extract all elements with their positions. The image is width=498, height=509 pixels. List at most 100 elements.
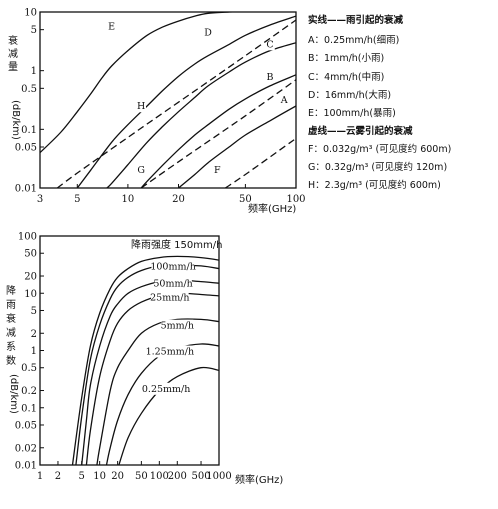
series-label-bg <box>141 382 191 395</box>
y-tick-label: 100 <box>18 232 37 243</box>
series-line-f <box>225 137 296 188</box>
series-label-bg <box>161 319 194 332</box>
x-tick-label: 20 <box>111 471 124 482</box>
x-tick-label: 100 <box>286 194 305 205</box>
chart-1-x-axis-label: 频率(GHz) <box>248 202 296 215</box>
series-label: 50mm/h <box>153 279 192 290</box>
y-tick-label: 5 <box>31 25 37 36</box>
series-line-b <box>140 74 296 188</box>
x-tick-label: 200 <box>168 471 187 482</box>
series-label-bg <box>136 164 147 177</box>
chart-2-rain-intensity-title: 降雨强度 150mm/h <box>131 238 222 251</box>
y-tick-label: 0.1 <box>21 125 37 136</box>
x-tick-label: 1000 <box>206 471 231 482</box>
x-tick-label: 50 <box>135 471 148 482</box>
series-label: A <box>280 95 288 106</box>
series-line-e <box>40 12 238 154</box>
y-tick-label: 20 <box>24 272 37 283</box>
y-tick-label: 0.05 <box>15 420 37 431</box>
y-tick-label: 10 <box>24 289 37 300</box>
y-tick-label: 0.01 <box>15 184 37 195</box>
series-label-bg <box>106 20 117 33</box>
series-line-0-25mmh <box>118 366 219 465</box>
chart-2-x-axis-label: 频率(GHz) <box>235 473 283 486</box>
series-line-h <box>56 19 296 188</box>
series-label-bg <box>154 277 192 290</box>
series-label: 0.25mm/h <box>142 384 191 395</box>
x-tick-label: 10 <box>122 194 135 205</box>
y-tick-label: 50 <box>24 249 37 260</box>
legend-entry-f: F：0.032g/m³ (可见度约 600m) <box>308 143 451 155</box>
x-tick-label: 2 <box>55 471 61 482</box>
x-tick-label: 100 <box>150 471 169 482</box>
series-label: 25mm/h <box>150 292 189 303</box>
chart-1-frame <box>39 11 297 189</box>
series-line-d <box>76 15 296 188</box>
series-label-bg <box>212 164 223 177</box>
x-tick-label: 50 <box>239 194 252 205</box>
series-label: 5mm/h <box>161 321 194 332</box>
x-tick-label: 5 <box>74 194 80 205</box>
series-label: H <box>137 101 145 112</box>
chart-1-y-axis-label: 衰减量 <box>8 34 18 73</box>
y-tick-label: 0.1 <box>21 403 37 414</box>
x-tick-label: 5 <box>79 471 85 482</box>
legend-entry-a: A：0.25mm/h(细雨) <box>308 34 399 46</box>
series-label-bg <box>279 94 289 107</box>
legend-entry-g: G：0.32g/m³ (可见度约 120m) <box>308 161 447 173</box>
x-tick-label: 20 <box>172 194 185 205</box>
series-label: E <box>108 22 115 33</box>
series-line-a <box>178 105 296 188</box>
legend-entry-d: D：16mm/h(大雨) <box>308 89 391 101</box>
y-tick-label: 5 <box>31 306 37 317</box>
y-tick-label: 0.02 <box>15 443 37 454</box>
series-label-bg <box>145 345 195 358</box>
x-tick-label: 10 <box>93 471 106 482</box>
chart-1-y-axis-unit: (dB/km) <box>10 100 21 140</box>
x-tick-label: 3 <box>37 194 43 205</box>
legend-entry-e: E：100mm/h(暴雨) <box>308 108 396 119</box>
y-tick-label: 0.5 <box>21 84 37 95</box>
series-line-c <box>106 42 296 188</box>
x-tick-label: 500 <box>191 471 210 482</box>
series-label-bg <box>151 260 195 273</box>
y-tick-label: 2 <box>31 329 37 340</box>
legend-solid-title: 实线——雨引起的衰减 <box>308 14 404 26</box>
y-tick-label: 1 <box>31 66 37 77</box>
chart-2-series: 100mm/h 50mm/h 25mm/h 5mm/h 1.25mm/h 0.25mm/h <box>71 255 219 465</box>
series-label: 1.25mm/h <box>146 347 195 358</box>
legend-entry-c: C：4mm/h(中雨) <box>308 71 384 83</box>
y-tick-label: 1 <box>31 346 37 357</box>
legend-entry-b: B：1mm/h(小雨) <box>308 53 384 64</box>
y-tick-label: 0.05 <box>15 142 37 153</box>
chart-2-y-ticks: 0.01 0.02 0.05 0.1 0.2 0.5 1 2 5 10 20 50 100 <box>15 232 44 472</box>
series-label: B <box>266 72 273 83</box>
y-tick-label: 0.01 <box>15 461 37 472</box>
chart-1-y-ticks: 0.01 0.05 0.1 0.5 1 5 10 <box>15 8 44 195</box>
series-label: D <box>204 27 212 38</box>
legend-dashed-title: 虚线——云雾引起的衰减 <box>308 125 413 137</box>
y-tick-label: 0.5 <box>21 363 37 374</box>
series-label-bg <box>265 38 275 51</box>
series-label: C <box>266 39 273 50</box>
y-tick-label: 0.2 <box>21 386 37 397</box>
chart-1-legend: 实线——雨引起的衰减 A：0.25mm/h(细雨) B：1mm/h(小雨) C：4mm… <box>308 14 451 191</box>
y-tick-label: 10 <box>24 8 37 19</box>
x-tick-label: 1 <box>37 471 43 482</box>
series-label-bg <box>151 291 189 304</box>
series-line-5mmh <box>96 318 219 465</box>
series-line-100mmh <box>75 264 219 465</box>
chart-1-x-ticks: 3 5 10 20 50 100 <box>37 184 306 205</box>
series-label-bg <box>265 70 275 83</box>
series-line-150mmh <box>71 255 219 465</box>
series-label-bg <box>203 26 213 39</box>
series-line-1-25mmh <box>105 343 219 465</box>
series-label-bg <box>136 100 147 113</box>
series-label: 100mm/h <box>150 261 195 272</box>
chart-2-y-axis-unit: (dB/km) <box>8 374 19 414</box>
legend-entry-h: H：2.3g/m³ (可见度约 600m) <box>308 179 441 191</box>
series-label: F <box>214 165 221 176</box>
